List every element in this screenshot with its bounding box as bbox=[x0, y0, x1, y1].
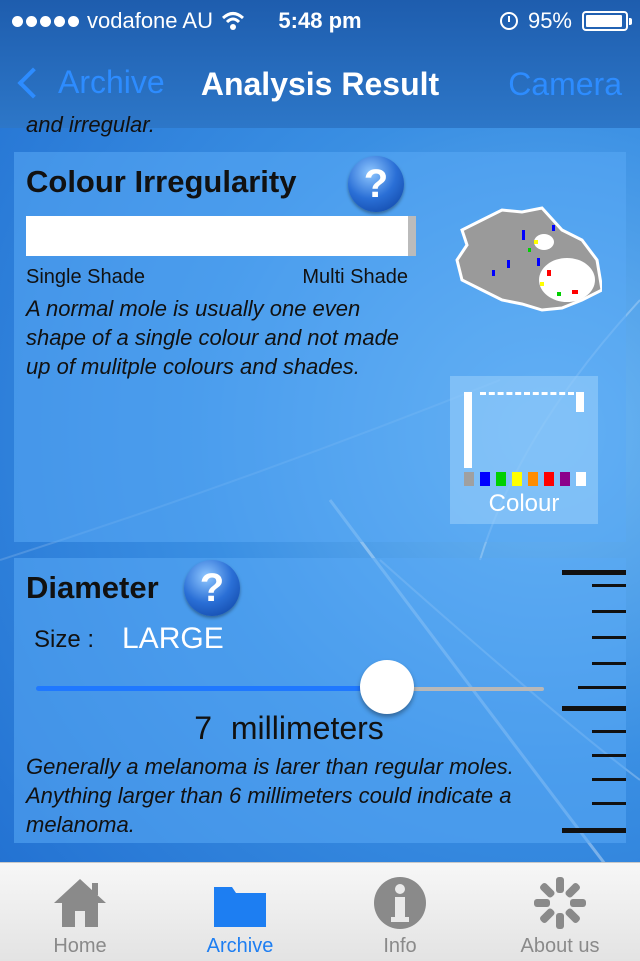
diameter-help-button[interactable]: ? bbox=[184, 560, 240, 616]
alarm-icon bbox=[499, 12, 518, 30]
palette-right-bar bbox=[576, 392, 584, 412]
navigation-bar: Archive Analysis Result Camera bbox=[0, 52, 640, 116]
palette-swatch bbox=[528, 472, 538, 486]
slider-track[interactable] bbox=[386, 687, 544, 691]
measurement-readout: 7 millimeters bbox=[14, 710, 564, 747]
palette-dashed-line bbox=[480, 392, 574, 395]
status-left: vodafone AU bbox=[12, 8, 245, 34]
measurement-value: 7 bbox=[194, 710, 212, 746]
tab-info-label: Info bbox=[383, 935, 417, 957]
colour-description: A normal mole is usually one even shape … bbox=[26, 296, 400, 379]
diameter-section-title: Diameter bbox=[26, 570, 159, 605]
gear-icon bbox=[534, 877, 586, 929]
tab-home[interactable]: Home bbox=[0, 863, 160, 961]
palette-swatch bbox=[544, 472, 554, 486]
diameter-slider-thumb[interactable] bbox=[359, 660, 414, 714]
ruler-graphic bbox=[562, 566, 626, 836]
slider-track-filled bbox=[36, 686, 387, 691]
diameter-card: Diameter ? Size : LARGE 7 millimeters Ge… bbox=[14, 558, 626, 843]
tab-home-label: Home bbox=[53, 935, 107, 957]
scale-left-label: Single Shade bbox=[26, 266, 145, 288]
palette-label: Colour bbox=[488, 490, 560, 517]
signal-dots-icon bbox=[12, 15, 79, 27]
home-icon bbox=[54, 879, 106, 927]
back-button[interactable]: Archive bbox=[14, 64, 165, 101]
wifi-icon bbox=[221, 12, 244, 30]
camera-button[interactable]: Camera bbox=[508, 66, 622, 102]
palette-swatch bbox=[512, 472, 522, 486]
colour-help-button[interactable]: ? bbox=[348, 156, 404, 212]
carrier-label: vodafone AU bbox=[87, 8, 213, 33]
folder-icon bbox=[214, 887, 266, 927]
page-title: Analysis Result bbox=[200, 66, 440, 102]
palette-swatch bbox=[496, 472, 506, 486]
size-label: Size : bbox=[34, 626, 95, 653]
size-value: LARGE bbox=[122, 622, 224, 655]
scale-right-label: Multi Shade bbox=[302, 266, 408, 288]
tab-about-us[interactable]: About us bbox=[480, 863, 640, 961]
palette-swatch bbox=[560, 472, 570, 486]
colour-scale-bar bbox=[26, 216, 416, 256]
colour-palette-panel: Colour bbox=[450, 376, 598, 524]
tab-info[interactable]: Info bbox=[320, 863, 480, 961]
status-right: 95% bbox=[499, 8, 632, 34]
info-icon bbox=[374, 877, 426, 929]
scrolled-text: and irregular. bbox=[26, 112, 155, 137]
tab-bar: Home Archive Info A bbox=[0, 862, 640, 961]
battery-icon bbox=[582, 11, 632, 31]
tab-archive[interactable]: Archive bbox=[160, 863, 320, 961]
tab-archive-label: Archive bbox=[206, 935, 274, 957]
status-bar: vodafone AU 5:48 pm 95% bbox=[0, 0, 640, 42]
palette-swatch bbox=[576, 472, 586, 486]
tab-about-us-label: About us bbox=[520, 935, 600, 957]
colour-irregularity-card: Colour Irregularity ? Single Shade Multi… bbox=[14, 152, 626, 542]
measurement-unit: millimeters bbox=[230, 710, 384, 746]
back-label: Archive bbox=[58, 64, 165, 100]
battery-percent: 95% bbox=[527, 8, 572, 33]
palette-left-bar bbox=[464, 392, 472, 468]
status-time: 5:48 pm bbox=[278, 8, 362, 33]
diameter-description: Generally a melanoma is larer than regul… bbox=[26, 754, 514, 837]
mole-colour-map-image bbox=[455, 206, 602, 312]
palette-swatch bbox=[480, 472, 490, 486]
palette-swatch bbox=[464, 472, 474, 486]
top-bar: vodafone AU 5:48 pm 95% Archive Analysis… bbox=[0, 0, 640, 128]
colour-section-title: Colour Irregularity bbox=[26, 164, 297, 199]
